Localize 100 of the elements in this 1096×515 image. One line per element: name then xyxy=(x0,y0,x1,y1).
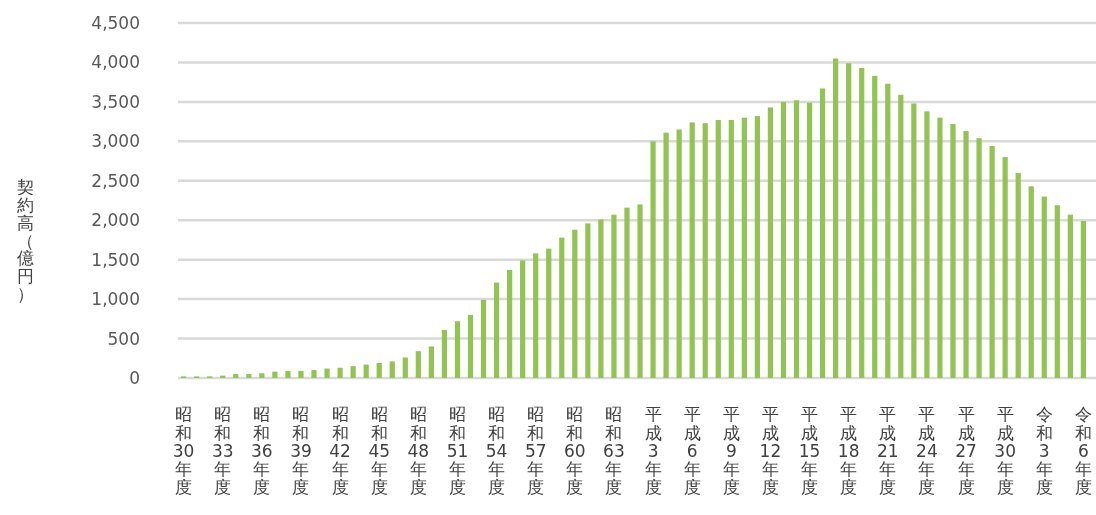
y-tick-label: 3,000 xyxy=(91,131,140,152)
bar xyxy=(233,374,239,378)
y-axis-title: 契約高（億円） xyxy=(16,177,34,305)
y-tick-label: 3,500 xyxy=(91,91,140,112)
x-tick-label: 平成24年度 xyxy=(916,404,938,498)
y-tick-label: 2,000 xyxy=(91,210,140,231)
bar xyxy=(507,269,513,378)
x-tick-label: 昭和51年度 xyxy=(446,404,469,498)
bar xyxy=(924,111,930,378)
x-tick-label: 昭和63年度 xyxy=(603,404,625,498)
x-tick-label: 平成3年度 xyxy=(644,404,662,498)
y-tick-label: 4,500 xyxy=(91,12,140,33)
bar xyxy=(389,361,395,378)
bar xyxy=(859,67,865,378)
bar xyxy=(546,248,552,378)
bar xyxy=(1041,196,1047,378)
bar xyxy=(572,229,578,378)
bar xyxy=(480,299,487,378)
bar xyxy=(950,123,956,378)
x-tick-label: 令和3年度 xyxy=(1035,404,1053,498)
bar xyxy=(819,88,826,378)
bar xyxy=(533,253,539,378)
bar xyxy=(1015,172,1021,378)
x-tick-label: 令和6年度 xyxy=(1074,404,1092,498)
x-tick-label: 平成15年度 xyxy=(798,404,821,498)
bar xyxy=(559,237,565,378)
y-tick-label: 4,000 xyxy=(91,52,140,73)
bar xyxy=(1054,205,1060,378)
bar xyxy=(846,63,852,378)
bar xyxy=(585,223,591,378)
x-tick-label: 平成9年度 xyxy=(722,404,740,498)
bar xyxy=(337,367,343,378)
bar xyxy=(402,357,408,378)
bar xyxy=(376,363,382,378)
bar xyxy=(363,364,369,378)
bar xyxy=(272,371,278,378)
x-tick-label: 昭和30年度 xyxy=(172,404,195,498)
bar xyxy=(937,117,943,378)
bar xyxy=(441,329,448,378)
bar xyxy=(715,120,721,378)
bar xyxy=(637,204,643,378)
x-tick-label: 昭和42年度 xyxy=(329,404,351,498)
bar xyxy=(415,351,421,378)
bar xyxy=(467,314,474,378)
bar xyxy=(324,368,330,378)
x-tick-label: 平成18年度 xyxy=(837,404,860,498)
y-tick-label: 0 xyxy=(129,367,140,388)
bar xyxy=(1067,214,1073,378)
bar xyxy=(454,321,461,378)
y-tick-label: 1,500 xyxy=(91,249,140,270)
bar xyxy=(611,214,617,378)
bar xyxy=(898,94,904,378)
x-tick-label: 昭和60年度 xyxy=(564,404,586,498)
x-tick-label: 昭和45年度 xyxy=(368,404,391,498)
bar xyxy=(650,141,656,378)
bar xyxy=(259,373,265,378)
bar xyxy=(428,346,434,378)
bar xyxy=(493,282,500,378)
bar xyxy=(663,132,669,378)
bar xyxy=(311,370,317,378)
bar xyxy=(689,122,695,378)
bar xyxy=(676,129,682,378)
bar xyxy=(598,219,604,378)
y-tick-label: 500 xyxy=(107,328,140,349)
bar xyxy=(1028,186,1034,378)
bar xyxy=(989,146,995,378)
bar xyxy=(911,103,917,378)
bar xyxy=(963,131,969,378)
x-tick-label: 昭和48年度 xyxy=(407,404,430,498)
bar xyxy=(298,370,304,378)
bar xyxy=(350,366,356,378)
x-tick-label: 昭和33年度 xyxy=(211,404,234,498)
bar xyxy=(624,207,630,378)
x-tick-label: 平成6年度 xyxy=(683,404,701,498)
bar xyxy=(702,123,708,378)
bar xyxy=(741,117,747,378)
bar xyxy=(793,100,800,378)
bar xyxy=(285,370,291,378)
bar xyxy=(1002,157,1008,378)
x-tick-label: 昭和36年度 xyxy=(251,404,273,498)
bar xyxy=(976,138,982,378)
bar xyxy=(728,120,734,378)
bar xyxy=(885,83,891,378)
bar xyxy=(872,75,878,378)
bar xyxy=(246,374,252,378)
x-tick-label: 昭和57年度 xyxy=(524,404,547,498)
bar xyxy=(754,116,760,378)
x-tick-label: 平成21年度 xyxy=(876,404,899,498)
bar xyxy=(520,260,526,378)
x-tick-label: 平成30年度 xyxy=(994,404,1016,498)
x-tick-label: 平成27年度 xyxy=(955,404,977,498)
y-tick-label: 1,000 xyxy=(91,289,140,310)
x-tick-label: 昭和54年度 xyxy=(485,404,508,498)
y-tick-label: 2,500 xyxy=(91,170,140,191)
bar xyxy=(833,58,839,378)
bar xyxy=(806,102,813,378)
bar xyxy=(1080,221,1086,378)
bar xyxy=(780,101,787,378)
x-tick-label: 平成12年度 xyxy=(759,404,782,498)
bar xyxy=(767,107,774,378)
